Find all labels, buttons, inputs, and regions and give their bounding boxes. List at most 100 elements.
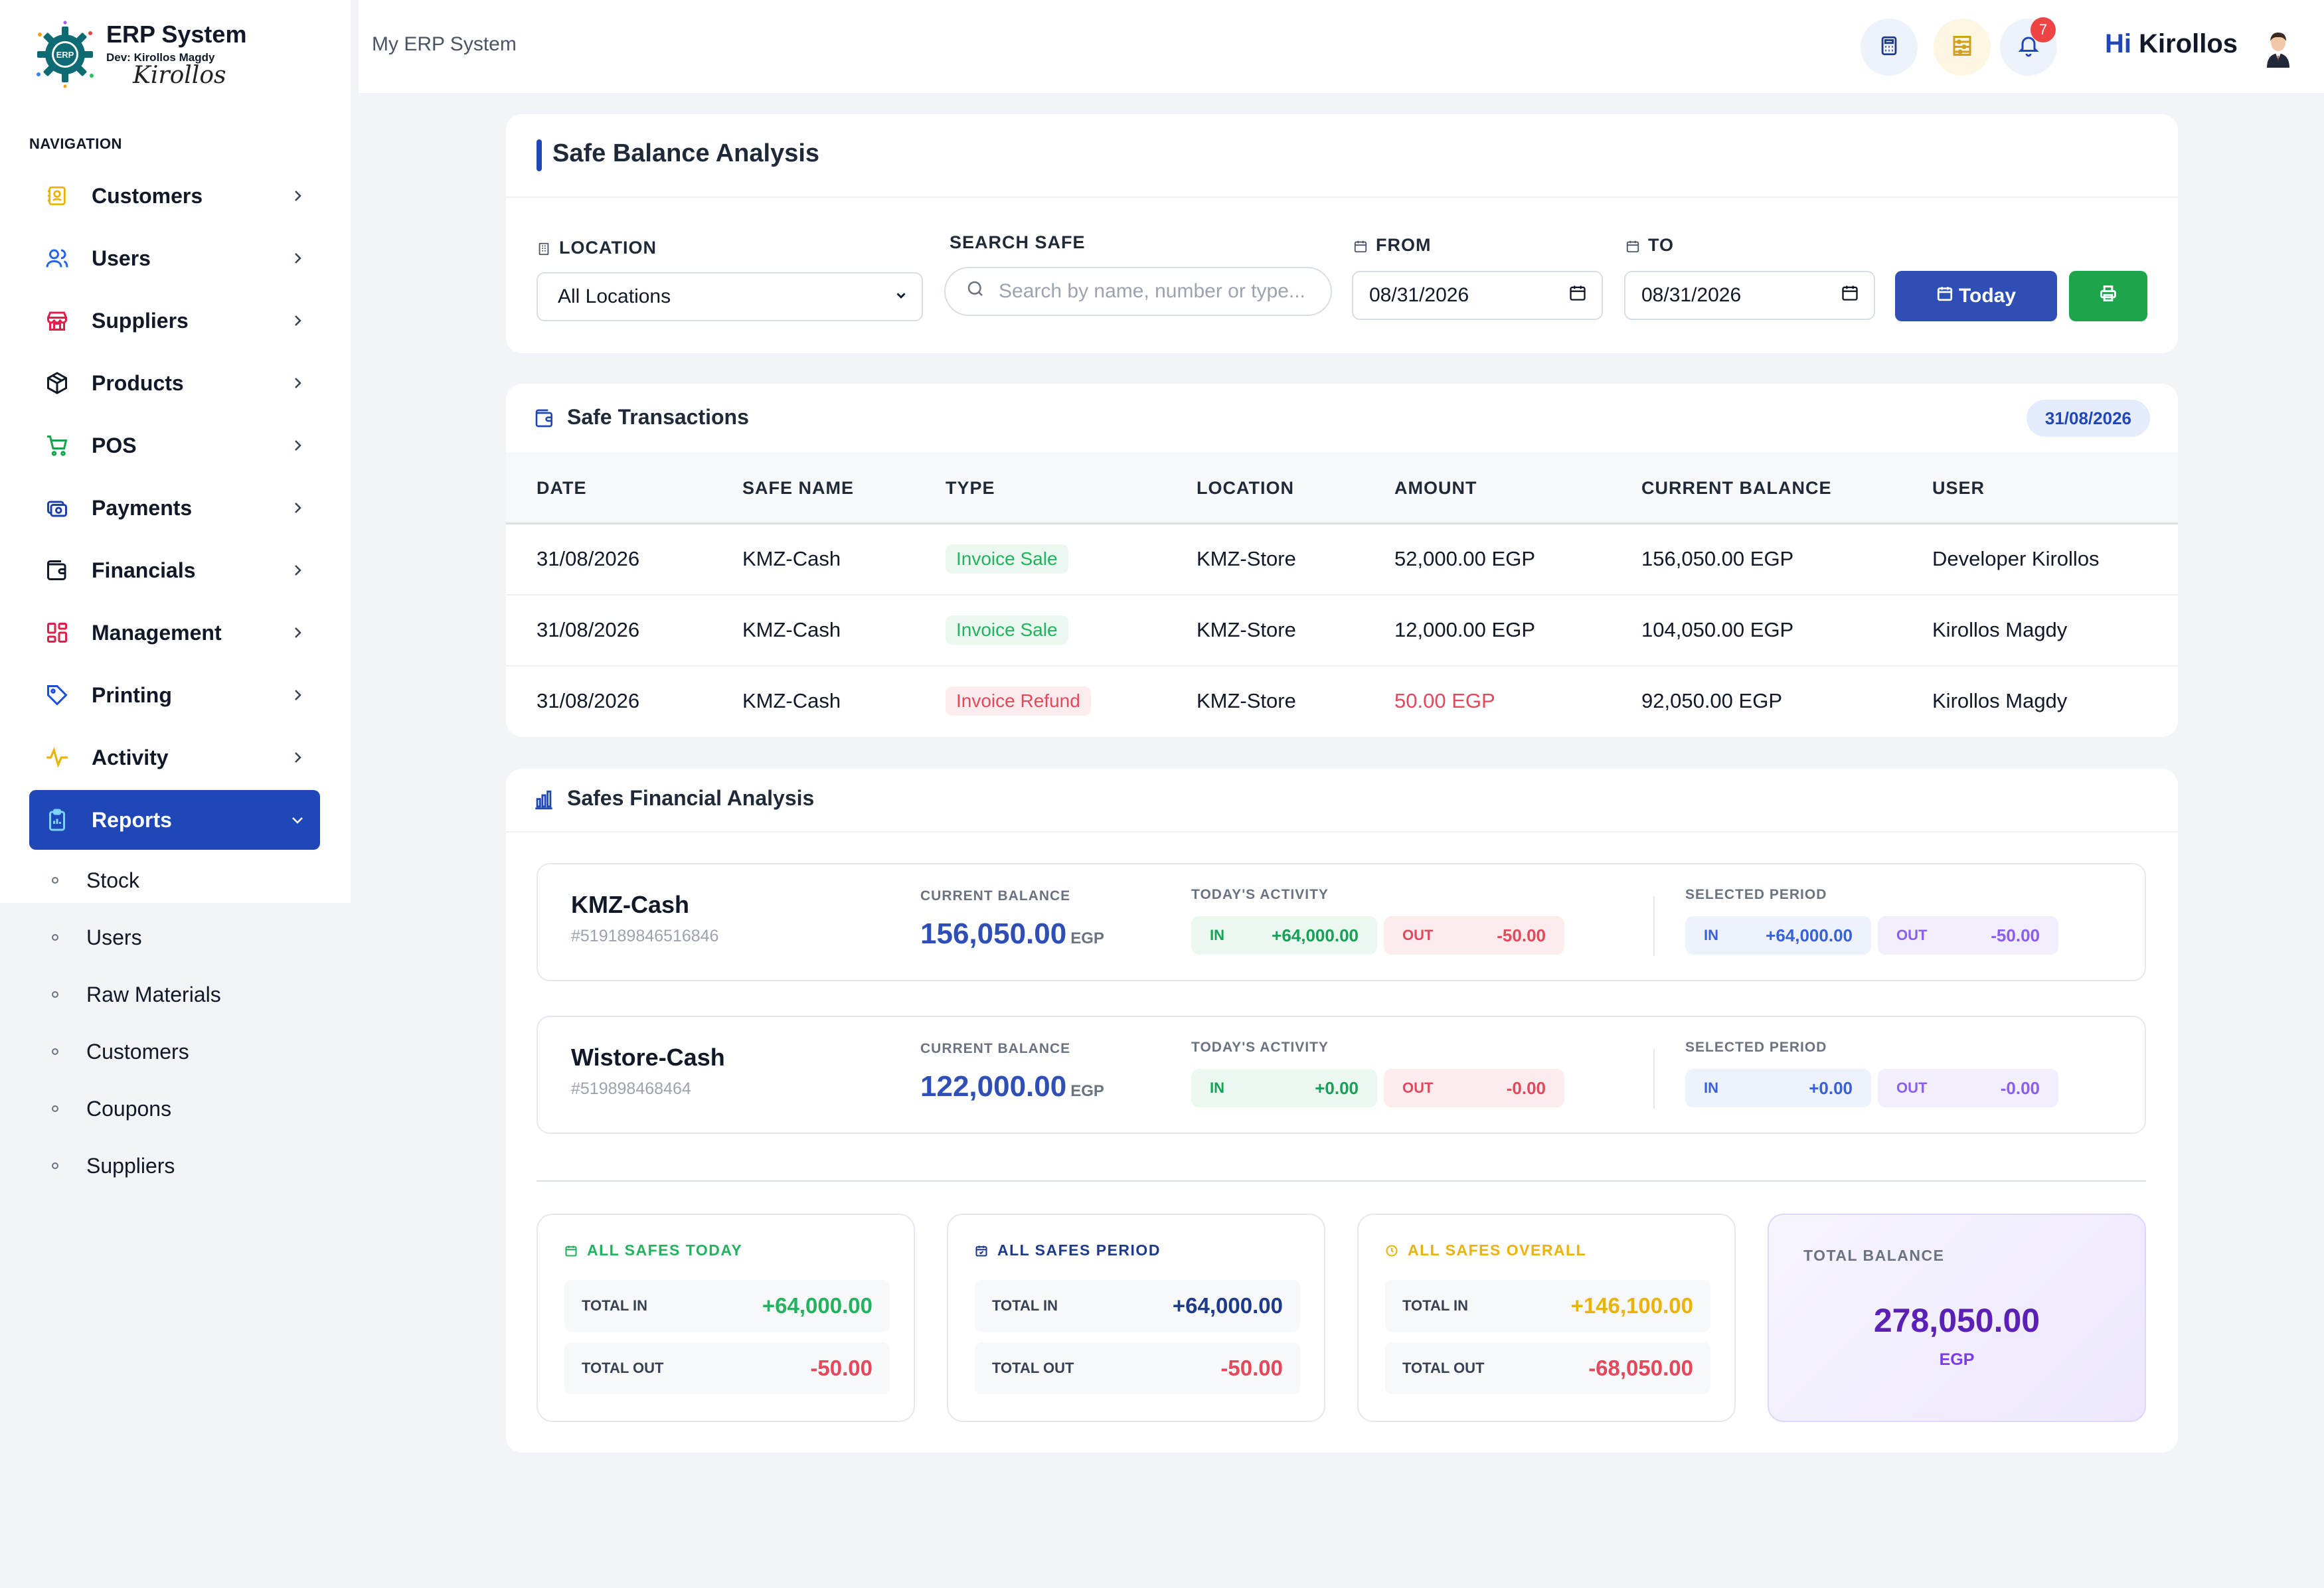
- notifications-button[interactable]: 7: [2000, 17, 2057, 76]
- title-accent-bar: [537, 139, 542, 171]
- column-header[interactable]: TYPE: [946, 478, 995, 498]
- summary-title-text: ALL SAFES TODAY: [587, 1241, 743, 1259]
- submenu-label: Stock: [86, 868, 140, 892]
- table-row[interactable]: 31/08/2026 KMZ-Cash Invoice Sale KMZ-Sto…: [506, 524, 2178, 596]
- breadcrumb[interactable]: My ERP System: [372, 33, 517, 55]
- total-out-value: -50.00: [1220, 1356, 1283, 1380]
- submenu-item-raw-materials[interactable]: Raw Materials: [29, 966, 320, 1023]
- cell-location: KMZ-Store: [1197, 547, 1296, 570]
- nav-item-reports[interactable]: Reports: [29, 790, 320, 850]
- period-in-value: +64,000.00: [1766, 925, 1853, 945]
- avatar[interactable]: [2255, 24, 2301, 70]
- nav-item-financials[interactable]: Financials: [29, 540, 320, 600]
- greeting-hi: Hi: [2105, 29, 2131, 58]
- nav-item-payments[interactable]: Payments: [29, 478, 320, 538]
- table-row[interactable]: 31/08/2026 KMZ-Cash Invoice Refund KMZ-S…: [506, 667, 2178, 737]
- nav-menu: Customers Users Suppliers Products: [29, 166, 320, 852]
- to-date-input[interactable]: 08/31/2026: [1624, 271, 1875, 320]
- in-label: IN: [1210, 1079, 1224, 1096]
- to-label: TO: [1625, 235, 1674, 256]
- nav-item-label: Reports: [92, 807, 172, 832]
- cell-location: KMZ-Store: [1197, 618, 1296, 641]
- column-header[interactable]: CURRENT BALANCE: [1641, 478, 1832, 498]
- in-label: IN: [1210, 927, 1224, 943]
- summary-title: ALL SAFES OVERALL: [1385, 1241, 1586, 1259]
- nav-item-label: Management: [92, 620, 222, 645]
- brand[interactable]: ERP ERP System Dev: Kirollos Magdy Kirol…: [31, 20, 246, 89]
- chevron-right-icon: [290, 625, 305, 641]
- wallet-icon: [44, 557, 70, 584]
- cell-user: Developer Kirollos: [1932, 547, 2100, 570]
- nav-item-users[interactable]: Users: [29, 228, 320, 288]
- out-label: OUT: [1402, 1079, 1434, 1096]
- location-label-text: LOCATION: [559, 238, 657, 258]
- submenu-item-stock[interactable]: Stock: [29, 852, 320, 909]
- nav-item-products[interactable]: Products: [29, 353, 320, 413]
- today-in-chip: IN +64,000.00: [1191, 916, 1377, 955]
- type-badge: Invoice Refund: [946, 686, 1091, 716]
- location-select[interactable]: All Locations: [537, 272, 923, 321]
- brand-signature: Kirollos: [133, 61, 226, 89]
- calendar-icon: [1568, 283, 1587, 307]
- erp-gear-logo: ERP: [31, 20, 100, 89]
- chevron-right-icon: [290, 375, 305, 391]
- total-out-label: TOTAL OUT: [992, 1360, 1074, 1376]
- today-button[interactable]: Today: [1895, 271, 2057, 321]
- bullet-icon: [52, 991, 58, 998]
- safe-card-kmz-cash[interactable]: KMZ-Cash #519189846516846 CURRENT BALANC…: [537, 863, 2146, 981]
- abacus-button[interactable]: [1934, 19, 1991, 76]
- safe-card-wistore-cash[interactable]: Wistore-Cash #519898468464 CURRENT BALAN…: [537, 1016, 2146, 1134]
- search-safe-input[interactable]: Search by name, number or type...: [944, 267, 1332, 316]
- calculator-button[interactable]: [1861, 19, 1918, 76]
- clipboard-icon: [44, 807, 70, 833]
- period-out-value: -0.00: [2000, 1077, 2040, 1098]
- nav-item-printing[interactable]: Printing: [29, 665, 320, 725]
- bullet-icon: [52, 1162, 58, 1169]
- column-header[interactable]: SAFE NAME: [742, 478, 855, 498]
- cell-balance: 104,050.00 EGP: [1641, 618, 1794, 641]
- column-header[interactable]: LOCATION: [1197, 478, 1294, 498]
- cell-location: KMZ-Store: [1197, 689, 1296, 712]
- table-row[interactable]: 31/08/2026 KMZ-Cash Invoice Sale KMZ-Sto…: [506, 596, 2178, 667]
- today-in-chip: IN +0.00: [1191, 1069, 1377, 1107]
- total-balance-currency: EGP: [1939, 1350, 1975, 1369]
- greeting-name: Kirollos: [2139, 29, 2238, 58]
- nav-item-label: Suppliers: [92, 308, 189, 333]
- analysis-title: Safes Financial Analysis: [567, 786, 815, 810]
- current-balance-value: 156,050.00 EGP: [920, 917, 1104, 951]
- printer-icon: [2099, 284, 2117, 308]
- box-icon: [44, 370, 70, 396]
- user-greeting[interactable]: Hi Kirollos: [2105, 29, 2238, 59]
- balance-amount: 156,050.00: [920, 917, 1067, 950]
- nav-item-activity[interactable]: Activity: [29, 728, 320, 787]
- chevron-right-icon: [290, 687, 305, 703]
- from-date-input[interactable]: 08/31/2026: [1352, 271, 1603, 320]
- nav-item-suppliers[interactable]: Suppliers: [29, 291, 320, 351]
- calendar-icon: [1353, 238, 1369, 254]
- column-header[interactable]: DATE: [537, 478, 587, 498]
- calendar-icon: [1625, 238, 1641, 254]
- print-button[interactable]: [2069, 271, 2147, 321]
- submenu-item-suppliers[interactable]: Suppliers: [29, 1137, 320, 1194]
- submenu-item-customers[interactable]: Customers: [29, 1023, 320, 1080]
- total-out-label: TOTAL OUT: [582, 1360, 664, 1376]
- column-header[interactable]: USER: [1932, 478, 1985, 498]
- submenu-item-users[interactable]: Users: [29, 909, 320, 966]
- nav-item-pos[interactable]: POS: [29, 416, 320, 475]
- cart-icon: [44, 432, 70, 459]
- nav-item-label: Users: [92, 246, 151, 270]
- today-out-value: -50.00: [1497, 925, 1546, 945]
- cell-safe: KMZ-Cash: [742, 618, 841, 641]
- today-button-label: Today: [1958, 285, 2017, 307]
- submenu-item-coupons[interactable]: Coupons: [29, 1080, 320, 1137]
- abacus-icon: [1950, 34, 1974, 61]
- brand-subtitle: Dev: Kirollos Magdy: [106, 50, 215, 64]
- search-safe-label: SEARCH SAFE: [950, 232, 1086, 252]
- cell-user: Kirollos Magdy: [1932, 689, 2068, 712]
- column-header[interactable]: AMOUNT: [1394, 478, 1477, 498]
- period-in-chip: IN +0.00: [1685, 1069, 1871, 1107]
- nav-item-management[interactable]: Management: [29, 603, 320, 663]
- nav-item-customers[interactable]: Customers: [29, 166, 320, 226]
- cell-date: 31/08/2026: [537, 618, 640, 641]
- summary-title-text: ALL SAFES OVERALL: [1408, 1241, 1587, 1259]
